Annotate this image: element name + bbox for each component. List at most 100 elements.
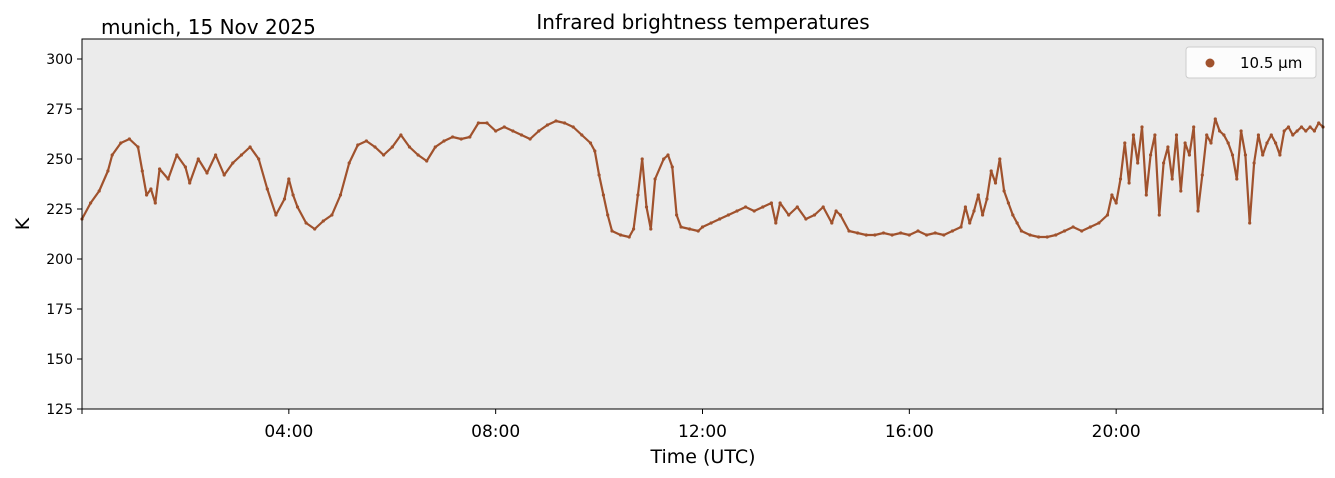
- data-point: [981, 213, 985, 217]
- data-point: [606, 213, 610, 217]
- data-point: [700, 225, 705, 229]
- data-point: [1037, 235, 1041, 239]
- data-point: [1209, 141, 1213, 145]
- data-point: [662, 157, 666, 161]
- data-point: [407, 145, 412, 149]
- data-point: [1110, 193, 1114, 197]
- data-point: [761, 205, 765, 209]
- data-point: [1011, 213, 1015, 217]
- data-point: [856, 231, 860, 235]
- data-point: [580, 133, 584, 137]
- legend-box: [1185, 46, 1317, 79]
- data-point: [97, 189, 101, 193]
- data-point: [804, 217, 808, 221]
- data-point: [571, 125, 575, 129]
- data-point: [925, 233, 929, 237]
- data-point: [382, 153, 386, 157]
- data-point: [1028, 233, 1032, 237]
- data-point: [485, 121, 489, 125]
- data-point: [601, 193, 606, 197]
- y-tick-label: 225: [46, 202, 73, 218]
- data-point: [959, 225, 963, 229]
- data-point: [554, 119, 558, 123]
- data-point: [963, 205, 968, 209]
- plot-area: [82, 39, 1323, 409]
- data-point: [347, 161, 351, 165]
- data-point: [890, 233, 894, 237]
- data-point: [976, 193, 980, 197]
- data-point: [1002, 189, 1006, 193]
- y-tick-label: 250: [46, 152, 73, 168]
- data-point: [864, 233, 868, 237]
- data-point: [1317, 121, 1321, 125]
- data-point: [998, 157, 1002, 161]
- data-point: [744, 205, 748, 209]
- data-point: [373, 145, 377, 149]
- data-point: [899, 231, 903, 235]
- data-point: [528, 137, 532, 141]
- data-point: [1187, 153, 1191, 157]
- data-point: [166, 177, 170, 181]
- data-point: [1166, 145, 1170, 149]
- y-axis-label: K: [12, 217, 34, 230]
- data-point: [304, 221, 308, 225]
- data-point: [1054, 233, 1058, 237]
- data-point: [183, 165, 187, 169]
- data-point: [1136, 161, 1140, 165]
- data-point: [321, 219, 325, 223]
- x-tick-label: 20:00: [1092, 422, 1141, 442]
- data-point: [1213, 117, 1217, 121]
- data-point: [468, 135, 472, 139]
- data-point: [610, 229, 614, 233]
- data-point: [649, 227, 653, 231]
- data-point: [127, 137, 131, 141]
- data-point: [140, 169, 144, 173]
- data-point: [1295, 129, 1299, 133]
- data-point: [1265, 141, 1269, 145]
- data-point: [313, 227, 317, 231]
- data-point: [778, 201, 782, 205]
- data-point: [459, 137, 463, 141]
- data-point: [1243, 153, 1247, 157]
- data-point: [545, 123, 550, 127]
- data-point: [248, 145, 252, 149]
- data-point: [119, 141, 123, 145]
- data-point: [873, 233, 877, 237]
- data-point: [1235, 177, 1239, 181]
- data-point: [1019, 229, 1024, 233]
- data-point: [390, 145, 394, 149]
- data-point: [640, 157, 644, 161]
- data-point: [834, 209, 838, 213]
- data-point: [968, 221, 972, 225]
- series-layer: [80, 117, 1325, 239]
- data-point: [476, 121, 480, 125]
- data-point: [1162, 161, 1166, 165]
- data-point: [231, 161, 235, 165]
- data-point: [106, 169, 110, 173]
- data-point: [282, 197, 287, 201]
- data-point: [1230, 153, 1235, 157]
- data-point: [1291, 133, 1295, 137]
- y-axis: 125 150 175 200 225 250 275 300: [46, 52, 82, 418]
- y-tick-label: 275: [46, 102, 73, 118]
- data-point: [1080, 229, 1084, 233]
- data-point: [511, 129, 515, 133]
- data-point: [1282, 129, 1286, 133]
- data-point: [1226, 141, 1230, 145]
- data-point: [1071, 225, 1075, 229]
- data-point: [1205, 133, 1209, 137]
- data-point: [399, 133, 403, 137]
- data-point: [597, 173, 601, 177]
- data-point: [1097, 221, 1101, 225]
- data-point: [1179, 189, 1183, 193]
- data-point: [1015, 221, 1019, 225]
- data-point: [627, 235, 631, 239]
- data-point: [593, 149, 597, 153]
- data-point: [265, 187, 269, 191]
- y-tick-label: 300: [46, 52, 73, 68]
- data-point: [1006, 201, 1011, 205]
- data-point: [812, 213, 817, 217]
- data-point: [1123, 141, 1127, 145]
- data-point: [718, 217, 722, 221]
- data-point: [1088, 225, 1092, 229]
